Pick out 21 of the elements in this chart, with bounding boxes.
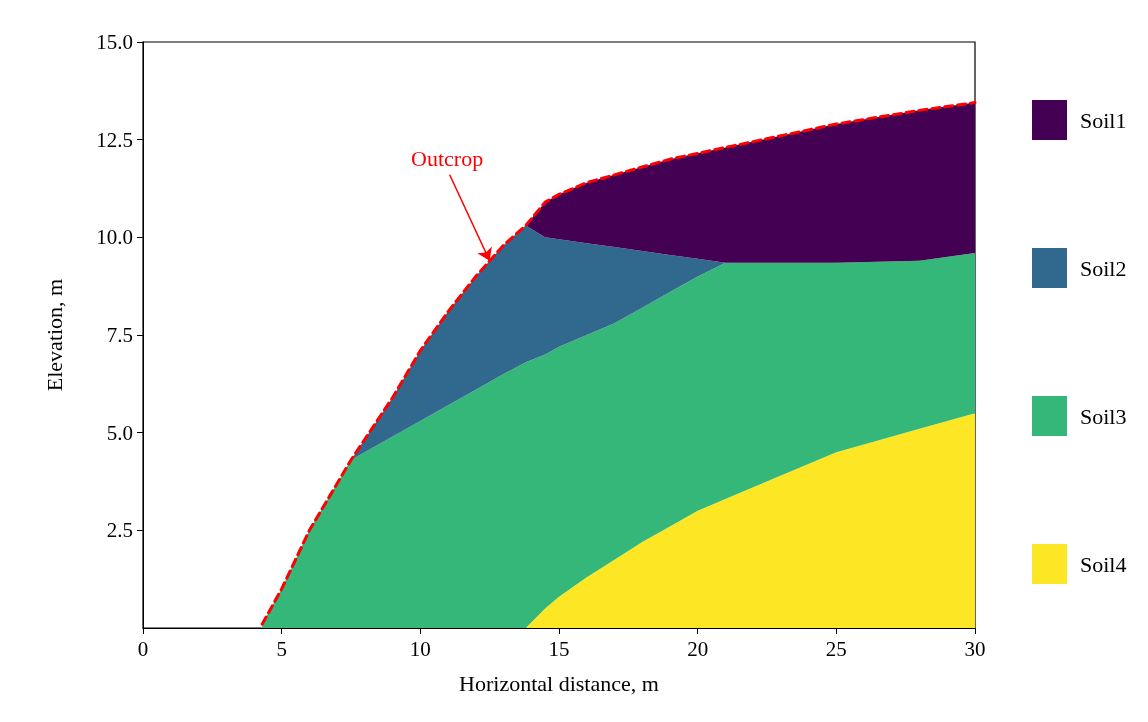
y-tick-label: 12.5 [96,127,133,152]
legend-label: Soil2 [1080,255,1127,281]
annotation: Outcrop [411,145,484,171]
x-axis-title: Horizontal distance, m [459,670,659,696]
y-tick-label: 15.0 [96,30,133,54]
x-tick-label: 10 [409,636,431,661]
y-axis-title: Elevation, m [41,278,67,392]
x-tick-label: 15 [548,636,570,661]
legend-label: Soil4 [1080,551,1127,577]
line-series [260,101,977,626]
x-tick-label: 5 [276,636,287,661]
y-tick-label: 10.0 [96,225,133,250]
x-tick-label: 20 [687,636,709,661]
y-tick-label: 2.5 [106,518,133,543]
legend-label: Soil3 [1080,403,1127,429]
y-tick-label: 5.0 [106,420,133,445]
x-tick-label: 25 [825,636,847,661]
legend-label: Soil1 [1080,107,1127,133]
x-tick-label: 0 [137,636,149,661]
y-tick-label: 7.5 [106,323,133,347]
x-tick-label: 30 [964,636,986,661]
